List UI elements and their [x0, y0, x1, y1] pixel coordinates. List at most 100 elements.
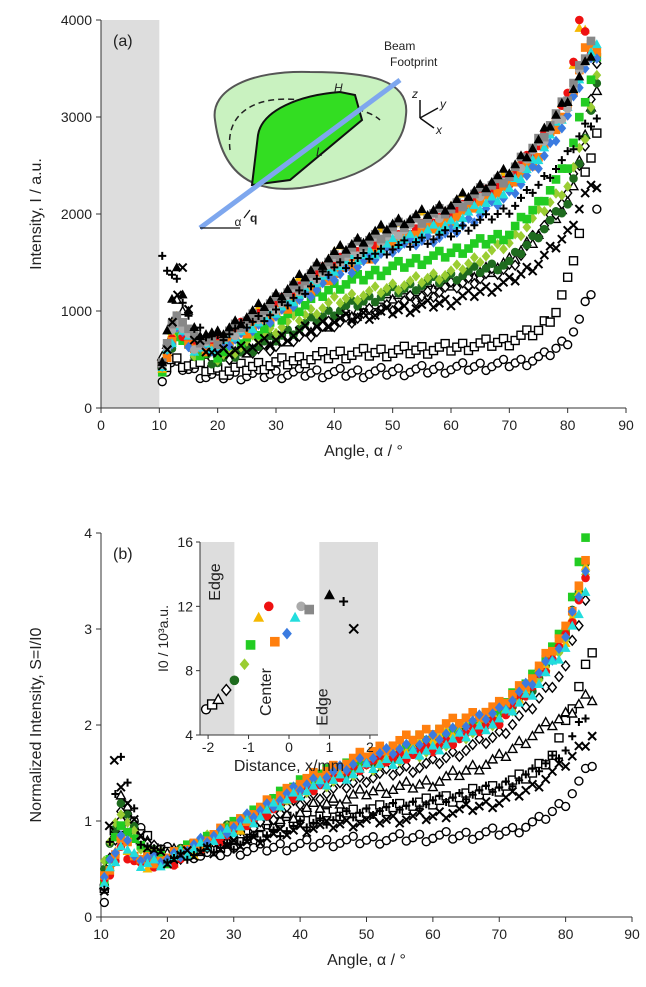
data-point	[541, 814, 551, 824]
data-point	[487, 215, 496, 224]
data-point	[335, 240, 346, 249]
data-point	[281, 794, 292, 804]
data-point	[581, 533, 590, 542]
data-point	[328, 774, 339, 784]
data-point	[428, 796, 437, 805]
data-point	[394, 231, 403, 240]
data-point	[172, 274, 181, 283]
inset-y-tick-label: 8	[185, 663, 193, 679]
data-point	[208, 836, 219, 846]
data-point	[500, 727, 511, 740]
data-point	[457, 358, 468, 368]
data-point	[547, 806, 558, 817]
data-point	[355, 808, 364, 817]
data-point	[359, 248, 368, 257]
q-arrow	[243, 209, 251, 219]
data-point	[412, 238, 420, 247]
data-point	[527, 817, 538, 827]
data-point	[580, 659, 591, 670]
data-point	[434, 274, 444, 286]
data-point	[376, 306, 386, 317]
data-point	[341, 293, 351, 304]
data-point	[435, 230, 444, 239]
data-point	[352, 312, 363, 322]
data-point	[321, 787, 332, 800]
data-point	[196, 323, 205, 332]
data-point	[328, 804, 339, 814]
data-point	[545, 241, 555, 251]
inset-data-point	[270, 636, 280, 647]
data-point	[136, 830, 146, 841]
data-point	[510, 335, 520, 346]
data-point	[321, 816, 332, 826]
data-point	[358, 237, 369, 247]
height-label: H	[334, 81, 343, 95]
data-point	[178, 317, 187, 327]
data-point	[328, 823, 339, 833]
data-point	[399, 219, 410, 229]
data-point	[493, 229, 502, 239]
data-point	[574, 204, 585, 214]
data-point	[266, 311, 275, 320]
inset-x-tick-label: 2	[366, 739, 374, 755]
data-point	[321, 780, 332, 790]
data-point	[302, 823, 311, 832]
data-point	[481, 714, 491, 725]
y-tick-label: 3	[84, 621, 92, 637]
data-point	[539, 142, 550, 152]
data-point	[422, 800, 431, 809]
inset-data-point	[289, 611, 301, 622]
y-axis-label-triad: y	[439, 97, 447, 111]
data-point	[527, 143, 538, 153]
data-point	[222, 840, 232, 850]
data-point	[511, 201, 520, 210]
data-point	[480, 758, 492, 770]
data-point	[429, 235, 438, 244]
data-point	[535, 767, 544, 776]
data-point	[402, 801, 411, 810]
data-point	[448, 722, 458, 733]
data-point	[281, 801, 292, 813]
data-point	[441, 813, 451, 823]
data-point	[540, 667, 551, 677]
data-point	[225, 330, 234, 339]
data-point	[110, 817, 120, 829]
data-point	[539, 150, 549, 162]
data-point	[568, 220, 579, 230]
data-point	[520, 688, 531, 698]
data-point	[375, 818, 385, 828]
data-point	[504, 182, 515, 192]
data-point	[116, 830, 126, 841]
series-16	[157, 180, 602, 371]
data-point	[411, 209, 421, 219]
data-point	[493, 747, 505, 759]
data-point	[575, 112, 584, 122]
data-point	[574, 314, 585, 324]
data-point	[551, 243, 561, 253]
data-point	[467, 738, 478, 751]
data-point	[458, 221, 467, 230]
data-point	[580, 741, 591, 752]
data-point	[528, 679, 537, 691]
data-point	[341, 782, 352, 794]
data-point	[469, 185, 480, 195]
inset-data-point	[239, 658, 250, 671]
data-point	[130, 804, 139, 813]
data-point	[329, 291, 339, 302]
data-point	[547, 766, 558, 777]
inset-y-tick-label: 12	[177, 598, 193, 614]
data-point	[468, 790, 477, 799]
data-point	[458, 202, 467, 212]
data-point	[586, 36, 596, 46]
data-point	[359, 290, 368, 301]
data-point	[301, 801, 313, 813]
data-point	[522, 221, 532, 233]
data-point	[352, 232, 363, 242]
inset-x-tick-label: 1	[326, 739, 334, 755]
data-point	[162, 339, 172, 348]
data-point	[382, 266, 392, 276]
data-point	[394, 256, 403, 266]
data-point	[318, 267, 327, 276]
data-point	[417, 260, 427, 270]
